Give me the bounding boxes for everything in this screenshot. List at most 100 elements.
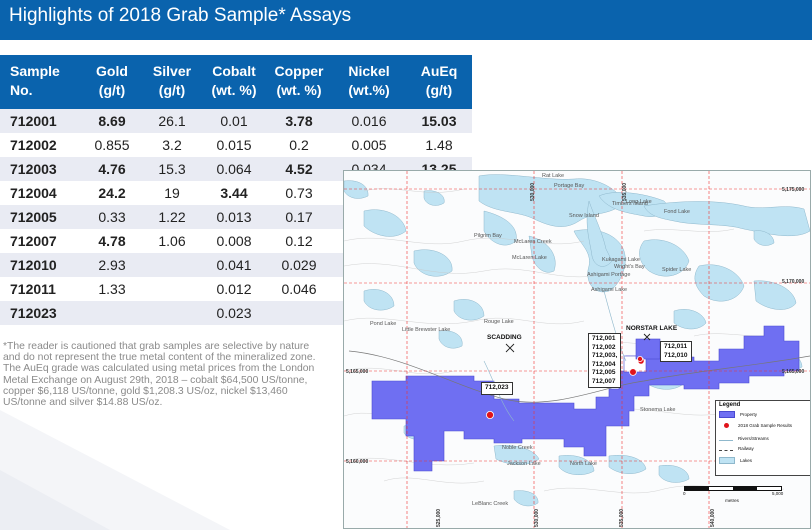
table-cell: 26.1 xyxy=(142,109,202,133)
grid-northing-label: 5,175,000 xyxy=(782,187,805,193)
grid-northing-label: 5,170,000 xyxy=(782,279,805,285)
norstar-lake-label: NORSTAR LAKE xyxy=(626,325,678,332)
table-cell: 2.93 xyxy=(82,253,142,277)
grid-northing-label: 5,165,000 xyxy=(346,369,369,375)
place-name-label: Spider Lake xyxy=(662,267,692,273)
table-cell xyxy=(82,301,142,325)
table-cell: 712011 xyxy=(0,277,82,301)
table-cell: 4.78 xyxy=(82,229,142,253)
property-map[interactable]: Rat Lake Portage Bay Long Lake Fond Lake Sno… xyxy=(343,170,811,529)
table-cell xyxy=(142,253,202,277)
legend-item-railway: Railway xyxy=(719,446,754,451)
table-cell: 4.52 xyxy=(266,157,332,181)
table-cell xyxy=(142,277,202,301)
table-cell: 8.69 xyxy=(82,109,142,133)
table-row: 712001 8.69 26.1 0.01 3.78 0.016 15.03 xyxy=(0,109,472,133)
table-cell: 1.06 xyxy=(142,229,202,253)
column-header: Copper (wt. %) xyxy=(266,55,332,109)
column-header: AuEq (g/t) xyxy=(406,55,472,109)
grid-northing-label: 5,160,000 xyxy=(346,459,369,465)
table-cell: 0.12 xyxy=(266,229,332,253)
scale-start-label: 0 xyxy=(683,491,686,496)
place-name-label: Wright's Bay xyxy=(614,264,645,270)
assay-table: Sample No. Gold (g/t) Silver (g/t) Cobalt (wt. … xyxy=(0,55,472,325)
legend-item-lakes: Lakes xyxy=(719,457,752,464)
table-cell: 0.016 xyxy=(332,109,406,133)
table-cell xyxy=(266,301,332,325)
place-name-label: Fond Lake xyxy=(664,209,690,215)
table-cell: 24.2 xyxy=(82,181,142,205)
place-name-label: North Lake xyxy=(570,461,597,467)
place-name-label: Snow Island xyxy=(569,213,599,219)
table-cell: 0.01 xyxy=(202,109,266,133)
grid-easting-label: 530,000 xyxy=(530,182,536,201)
table-cell: 15.3 xyxy=(142,157,202,181)
place-name-label: Pond Lake xyxy=(370,321,397,327)
table-cell: 0.005 xyxy=(332,133,406,157)
grid-northing-label: 5,165,000 xyxy=(782,369,805,375)
legend-item-property: Property xyxy=(719,411,757,418)
table-cell: 1.22 xyxy=(142,205,202,229)
place-name-label: Timbers Island xyxy=(612,201,648,207)
table-cell: 712004 xyxy=(0,181,82,205)
table-cell: 3.44 xyxy=(202,181,266,205)
table-cell: 0.855 xyxy=(82,133,142,157)
table-cell: 3.78 xyxy=(266,109,332,133)
table-cell: 3.2 xyxy=(142,133,202,157)
place-name-label: Stonema Lake xyxy=(640,407,676,413)
table-cell: 4.76 xyxy=(82,157,142,181)
table-cell: 712010 xyxy=(0,253,82,277)
grid-easting-label: 535,000 xyxy=(619,508,625,527)
legend-title: Legend xyxy=(719,402,741,408)
place-name-label: Portage Bay xyxy=(554,183,585,189)
table-cell: 0.015 xyxy=(202,133,266,157)
scale-end-label: 5,000 xyxy=(772,491,784,496)
legend-item-rivers: Rivers/Streams xyxy=(719,436,769,441)
table-cell: 712001 xyxy=(0,109,82,133)
grid-easting-label: 535,000 xyxy=(622,182,628,201)
table-cell: 19 xyxy=(142,181,202,205)
table-cell: 712007 xyxy=(0,229,82,253)
place-name-label: Rat Lake xyxy=(542,173,565,179)
column-header: Gold (g/t) xyxy=(82,55,142,109)
lake-swatch-icon xyxy=(719,457,735,464)
legend-item-samples: 2018 Grab Sample Results xyxy=(719,423,793,428)
property-swatch-icon xyxy=(719,411,735,418)
page-title: Highlights of 2018 Grab Sample* Assays xyxy=(0,0,812,40)
table-cell: 0.17 xyxy=(266,205,332,229)
place-name-label: McLaren Lake xyxy=(512,255,547,261)
place-name-label: Ashigami Portage xyxy=(587,272,631,278)
place-name-label: Noble Creek xyxy=(502,445,533,451)
table-cell: 0.029 xyxy=(266,253,332,277)
scale-bar: 0 5,000 metres xyxy=(683,486,784,503)
table-header-row: Sample No. Gold (g/t) Silver (g/t) Cobalt (wt. … xyxy=(0,55,472,109)
table-cell: 0.012 xyxy=(202,277,266,301)
table-cell: 0.73 xyxy=(266,181,332,205)
grid-easting-label: 525,000 xyxy=(436,508,442,527)
table-cell xyxy=(142,301,202,325)
table-cell: 0.2 xyxy=(266,133,332,157)
place-name-label: LeBlanc Creek xyxy=(472,501,509,507)
column-header: Silver (g/t) xyxy=(142,55,202,109)
table-cell: 15.03 xyxy=(406,109,472,133)
sample-box-west: 712,023 xyxy=(481,382,513,395)
scadding-label: SCADDING xyxy=(487,334,522,341)
scale-bar-graphic xyxy=(684,486,782,491)
table-cell: 0.33 xyxy=(82,205,142,229)
sample-dot-icon xyxy=(719,423,733,428)
table-cell: 1.48 xyxy=(406,133,472,157)
sample-box-east: 712,011 712,010 xyxy=(660,341,692,362)
footnote: *The reader is cautioned that grab sampl… xyxy=(3,341,316,409)
table-cell: 712023 xyxy=(0,301,82,325)
table-cell: 0.064 xyxy=(202,157,266,181)
grid-easting-label: 540,000 xyxy=(710,508,716,527)
place-name-label: Long Lake xyxy=(626,199,652,205)
column-header: Cobalt (wt. %) xyxy=(202,55,266,109)
table-cell: 1.33 xyxy=(82,277,142,301)
column-header: Sample No. xyxy=(0,55,82,109)
table-cell: 0.008 xyxy=(202,229,266,253)
place-name-label: Ashigami Lake xyxy=(591,287,628,293)
place-name-label: Pilgrim Bay xyxy=(474,233,502,239)
table-cell: 712005 xyxy=(0,205,82,229)
